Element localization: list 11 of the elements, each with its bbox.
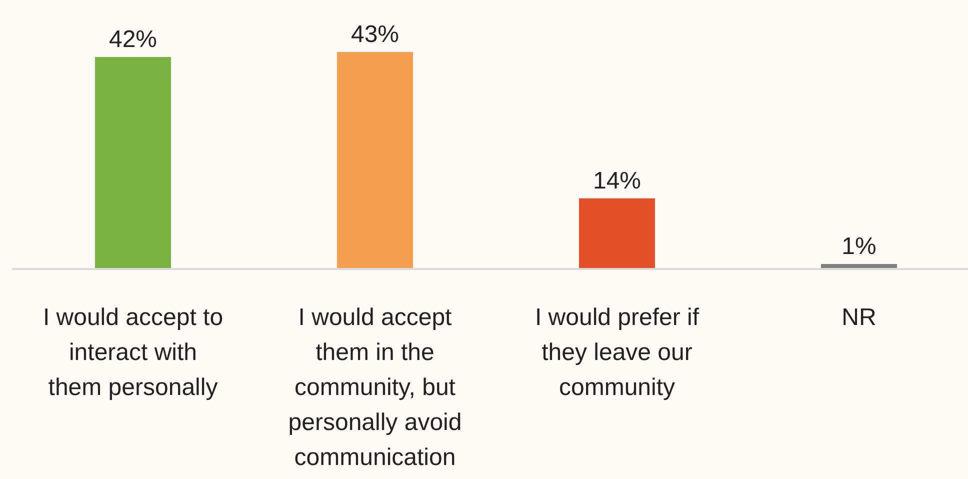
x-tick-label: I would prefer if they leave our community xyxy=(534,304,700,401)
data-label: 42% xyxy=(108,26,158,54)
x-tick-label: NR xyxy=(842,304,876,331)
x-tick-label: I would accept to interact with them personally xyxy=(42,304,224,401)
data-label: 1% xyxy=(842,232,876,260)
data-label: 14% xyxy=(592,167,642,194)
bar xyxy=(337,52,413,269)
data-label: 43% xyxy=(350,21,400,48)
bar xyxy=(95,57,171,269)
x-tick-label: I would accept them in the community, but personally avoid communication xyxy=(288,304,462,471)
bar xyxy=(579,198,655,269)
